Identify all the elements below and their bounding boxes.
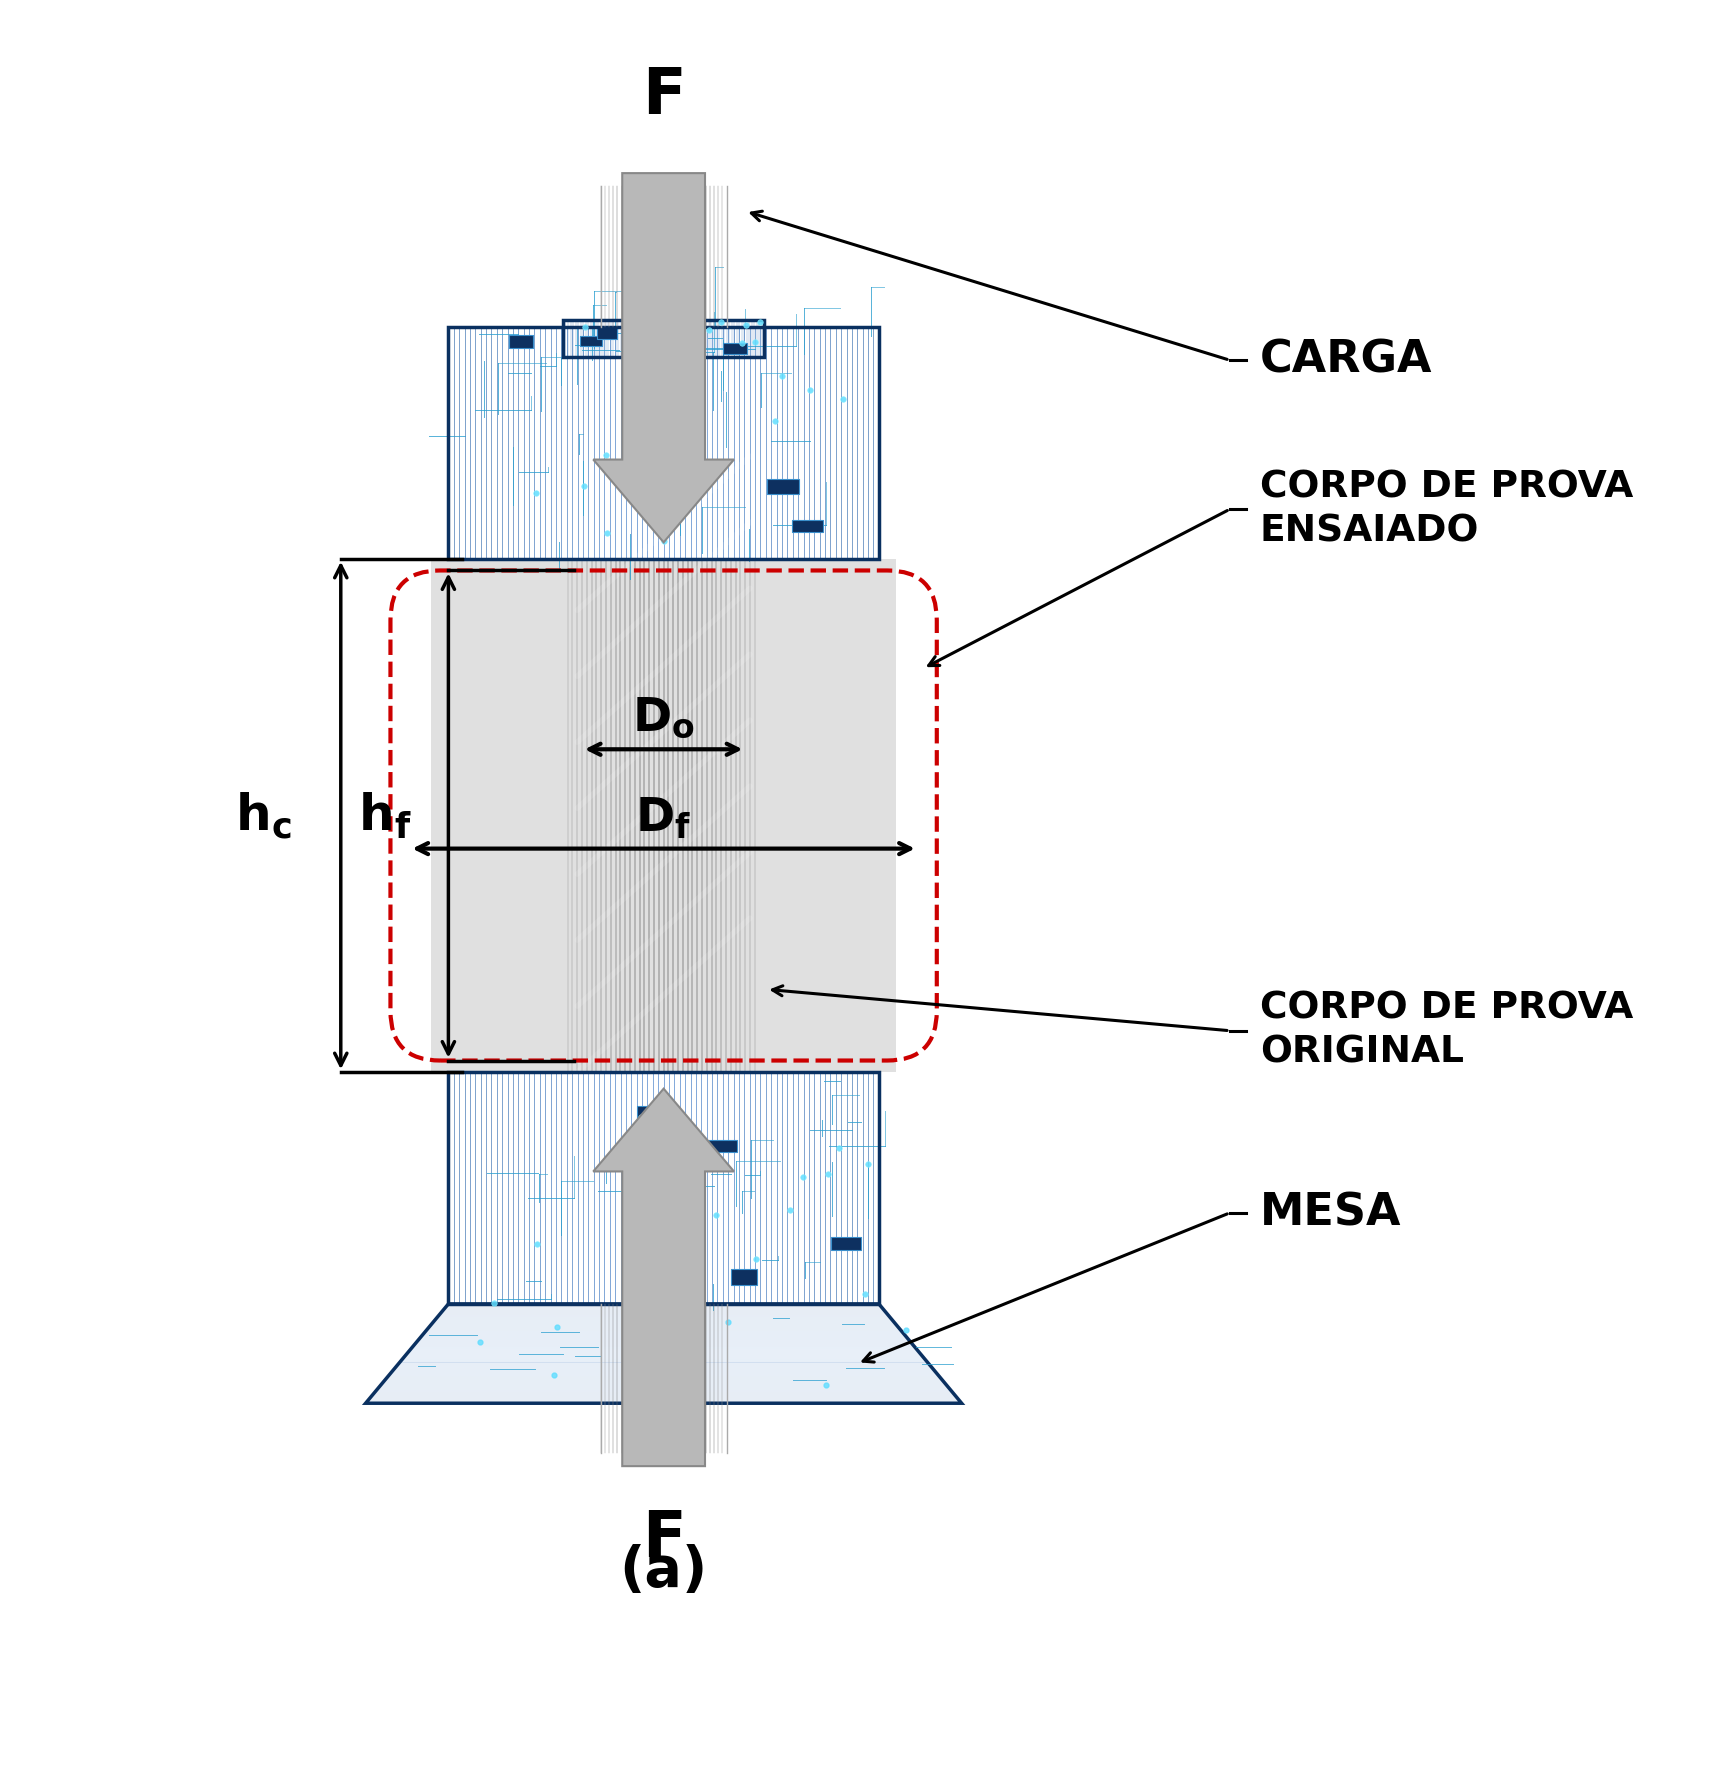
Bar — [831, 1237, 860, 1250]
Text: CORPO DE PROVA
ENSAIADO: CORPO DE PROVA ENSAIADO — [1259, 468, 1632, 550]
Text: MESA: MESA — [1259, 1191, 1401, 1234]
Bar — [649, 326, 673, 336]
Text: F: F — [642, 1508, 685, 1570]
Bar — [646, 497, 666, 513]
Bar — [731, 1269, 757, 1285]
Text: CARGA: CARGA — [1259, 338, 1432, 381]
Bar — [702, 1141, 737, 1152]
Text: $\mathbf{D_f}$: $\mathbf{D_f}$ — [636, 796, 692, 842]
Bar — [637, 1105, 656, 1125]
Bar — [791, 520, 822, 532]
Text: CORPO DE PROVA
ORIGINAL: CORPO DE PROVA ORIGINAL — [1259, 990, 1632, 1072]
Bar — [767, 479, 798, 495]
Text: (a): (a) — [620, 1543, 707, 1598]
Bar — [449, 1072, 879, 1305]
Text: $\mathbf{h_f}$: $\mathbf{h_f}$ — [358, 790, 411, 840]
Bar — [509, 335, 533, 349]
Bar — [579, 336, 601, 345]
FancyArrow shape — [593, 1089, 733, 1467]
Text: $\mathbf{h_c}$: $\mathbf{h_c}$ — [235, 790, 291, 840]
Bar — [598, 328, 617, 338]
Bar — [564, 320, 764, 358]
Bar — [449, 328, 879, 559]
Text: F: F — [642, 64, 685, 126]
Bar — [432, 559, 896, 1072]
FancyArrow shape — [593, 173, 733, 543]
Bar — [723, 344, 747, 354]
Text: $\mathbf{D_o}$: $\mathbf{D_o}$ — [632, 696, 695, 740]
